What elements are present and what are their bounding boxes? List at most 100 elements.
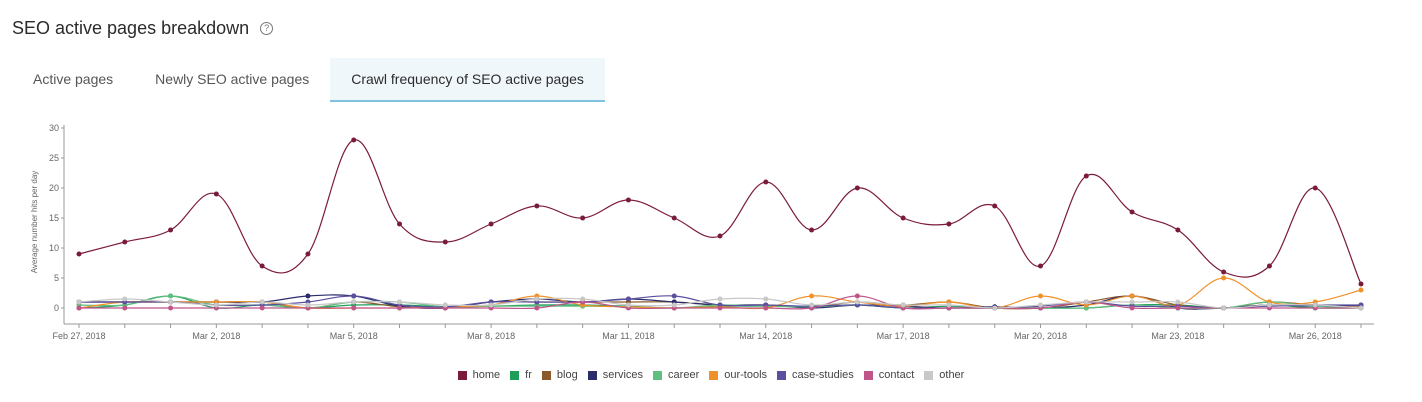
data-point-other[interactable] <box>1083 299 1089 305</box>
data-point-other[interactable] <box>671 302 677 308</box>
data-point-our-tools[interactable] <box>1038 293 1043 299</box>
data-point-contact[interactable] <box>763 305 769 311</box>
data-point-home[interactable] <box>717 233 723 239</box>
data-point-home[interactable] <box>900 215 906 221</box>
data-point-services[interactable] <box>305 293 311 299</box>
data-point-home[interactable] <box>442 239 448 245</box>
data-point-home[interactable] <box>1358 281 1364 287</box>
data-point-home[interactable] <box>534 203 540 209</box>
data-point-home[interactable] <box>1175 227 1181 233</box>
data-point-home[interactable] <box>1266 263 1272 269</box>
data-point-other[interactable] <box>534 296 540 302</box>
data-point-other[interactable] <box>305 302 311 308</box>
data-point-home[interactable] <box>76 251 82 257</box>
y-tick-label: 15 <box>49 213 59 223</box>
data-point-home[interactable] <box>1221 269 1227 275</box>
legend-item-blog[interactable]: blog <box>541 369 578 381</box>
data-point-other[interactable] <box>946 302 952 308</box>
legend-item-home[interactable]: home <box>457 369 500 381</box>
data-point-our-tools[interactable] <box>1358 287 1364 293</box>
data-point-other[interactable] <box>809 302 815 308</box>
data-point-contact[interactable] <box>1129 305 1135 311</box>
data-point-home[interactable] <box>168 227 174 233</box>
legend-item-contact[interactable]: contact <box>863 369 914 381</box>
data-point-other[interactable] <box>76 299 82 305</box>
data-point-home[interactable] <box>1312 185 1318 191</box>
data-point-other[interactable] <box>992 305 998 311</box>
legend-swatch <box>541 370 551 380</box>
data-point-contact[interactable] <box>168 305 174 311</box>
data-point-other[interactable] <box>1129 299 1135 305</box>
legend-item-fr[interactable]: fr <box>510 369 532 381</box>
data-point-other[interactable] <box>351 299 357 305</box>
data-point-home[interactable] <box>1038 263 1043 269</box>
tab-active-pages[interactable]: Active pages <box>33 71 114 87</box>
data-point-other[interactable] <box>1175 299 1181 305</box>
tab-crawl-frequency[interactable]: Crawl frequency of SEO active pages <box>330 58 605 102</box>
legend-item-career[interactable]: career <box>653 369 699 381</box>
help-icon[interactable]: ? <box>260 22 274 35</box>
data-point-home[interactable] <box>625 197 631 203</box>
legend-swatch <box>863 370 873 380</box>
data-point-home[interactable] <box>1083 173 1089 179</box>
data-point-home[interactable] <box>351 137 357 143</box>
data-point-home[interactable] <box>488 221 494 227</box>
data-point-home[interactable] <box>259 263 265 269</box>
legend-item-services[interactable]: services <box>587 369 643 381</box>
data-point-other[interactable] <box>1038 302 1043 308</box>
tab-bar: Active pages Newly SEO active pages Craw… <box>12 58 605 102</box>
data-point-other[interactable] <box>1358 305 1364 311</box>
data-point-career[interactable] <box>168 293 174 299</box>
data-point-contact[interactable] <box>122 305 128 311</box>
data-point-case-studies[interactable] <box>671 293 677 299</box>
data-point-other[interactable] <box>580 296 586 302</box>
tab-newly-seo-active-pages[interactable]: Newly SEO active pages <box>155 71 310 87</box>
data-point-other[interactable] <box>397 299 402 305</box>
data-point-our-tools[interactable] <box>1129 293 1135 299</box>
data-point-home[interactable] <box>580 215 586 221</box>
data-point-other[interactable] <box>1221 305 1227 311</box>
data-point-contact[interactable] <box>76 305 82 311</box>
data-point-other[interactable] <box>168 299 174 305</box>
data-point-other[interactable] <box>717 296 723 302</box>
data-point-our-tools[interactable] <box>809 293 815 299</box>
data-point-other[interactable] <box>900 302 906 308</box>
x-tick-label: Mar 14, 2018 <box>739 331 792 341</box>
data-point-case-studies[interactable] <box>625 296 631 302</box>
data-point-home[interactable] <box>671 215 677 221</box>
legend-item-case-studies[interactable]: case-studies <box>777 369 854 381</box>
data-point-other[interactable] <box>625 302 631 308</box>
data-point-contact[interactable] <box>717 305 723 311</box>
data-point-home[interactable] <box>122 239 128 245</box>
data-point-home[interactable] <box>397 221 402 227</box>
legend-item-our-tools[interactable]: our-tools <box>709 369 767 381</box>
data-point-contact[interactable] <box>854 293 860 299</box>
data-point-contact[interactable] <box>397 305 402 311</box>
legend-item-other[interactable]: other <box>924 369 964 381</box>
data-point-other[interactable] <box>442 302 448 308</box>
data-point-contact[interactable] <box>534 305 540 311</box>
data-point-home[interactable] <box>946 221 952 227</box>
data-point-home[interactable] <box>1129 209 1135 215</box>
data-point-other[interactable] <box>259 299 265 305</box>
data-point-home[interactable] <box>992 203 998 209</box>
data-point-other[interactable] <box>213 302 219 308</box>
data-point-case-studies[interactable] <box>351 293 357 299</box>
data-point-contact[interactable] <box>1175 305 1181 311</box>
data-point-home[interactable] <box>809 227 815 233</box>
data-point-other[interactable] <box>763 296 769 302</box>
data-point-other[interactable] <box>488 302 494 308</box>
data-point-home[interactable] <box>213 191 219 197</box>
data-point-other[interactable] <box>1312 302 1318 308</box>
data-point-our-tools[interactable] <box>1221 275 1227 281</box>
series-line-home[interactable] <box>78 139 1362 285</box>
data-point-home[interactable] <box>854 185 860 191</box>
data-point-contact[interactable] <box>259 305 265 311</box>
x-tick-label: Mar 5, 2018 <box>330 331 378 341</box>
data-point-home[interactable] <box>763 179 769 185</box>
data-point-other[interactable] <box>854 299 860 305</box>
data-point-other[interactable] <box>1266 302 1272 308</box>
data-point-home[interactable] <box>305 251 311 257</box>
data-point-other[interactable] <box>122 296 128 302</box>
data-point-contact[interactable] <box>351 305 357 311</box>
